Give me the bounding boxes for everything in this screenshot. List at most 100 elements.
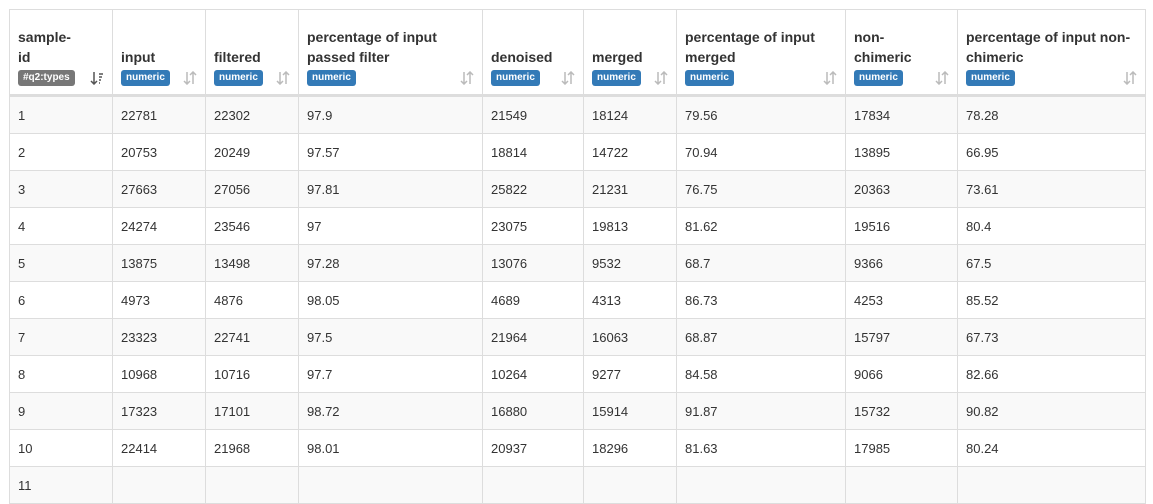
table-cell: 86.73 bbox=[676, 281, 846, 319]
table-cell bbox=[583, 466, 677, 504]
column-meta: numeric bbox=[854, 70, 949, 86]
table-cell: 19813 bbox=[583, 207, 677, 245]
column-name: merged bbox=[592, 49, 643, 65]
column-header[interactable]: percentage of input non-chimeric numeric bbox=[957, 9, 1146, 97]
table-cell: 79.56 bbox=[676, 95, 846, 134]
table-cell: 10264 bbox=[482, 355, 584, 393]
column-header[interactable]: percentage of input passed filter numeric bbox=[298, 9, 483, 97]
table-cell: 97.5 bbox=[298, 318, 483, 356]
column-name: non-chimeric bbox=[854, 29, 912, 65]
table-cell: 73.61 bbox=[957, 170, 1146, 208]
column-meta: numeric bbox=[214, 70, 290, 86]
type-badge: numeric bbox=[214, 70, 263, 86]
table-cell: 13895 bbox=[845, 133, 958, 171]
table-row: 7 23323 22741 97.5 21964 16063 68.87 15797 67.73 bbox=[9, 318, 1146, 356]
sort-icon[interactable] bbox=[90, 71, 104, 85]
column-name: percentage of input non-chimeric bbox=[966, 29, 1131, 65]
table-cell: 67.5 bbox=[957, 244, 1146, 282]
table-cell: 18296 bbox=[583, 429, 677, 467]
table-cell: 97.81 bbox=[298, 170, 483, 208]
table-cell: 22781 bbox=[112, 95, 206, 134]
table-cell: 23546 bbox=[205, 207, 299, 245]
table-cell: 10 bbox=[9, 429, 113, 467]
table-cell: 3 bbox=[9, 170, 113, 208]
table-cell: 98.01 bbox=[298, 429, 483, 467]
table-cell bbox=[205, 466, 299, 504]
table-cell: 17323 bbox=[112, 392, 206, 430]
sort-icon[interactable] bbox=[276, 71, 290, 85]
type-badge: numeric bbox=[121, 70, 170, 86]
table-cell: 15732 bbox=[845, 392, 958, 430]
table-row: 11 bbox=[9, 466, 1146, 504]
sort-icon[interactable] bbox=[1123, 71, 1137, 85]
column-name: percentage of input merged bbox=[685, 29, 815, 65]
column-header[interactable]: input numeric bbox=[112, 9, 206, 97]
table-cell: 78.28 bbox=[957, 95, 1146, 134]
sort-icon[interactable] bbox=[935, 71, 949, 85]
type-badge: numeric bbox=[491, 70, 540, 86]
table-cell: 9532 bbox=[583, 244, 677, 282]
table-cell: 13498 bbox=[205, 244, 299, 282]
type-badge: #q2:types bbox=[18, 70, 75, 86]
table-cell: 90.82 bbox=[957, 392, 1146, 430]
sort-icon[interactable] bbox=[654, 71, 668, 85]
column-header[interactable]: percentage of input merged numeric bbox=[676, 9, 846, 97]
table-cell: 67.73 bbox=[957, 318, 1146, 356]
table-cell: 66.95 bbox=[957, 133, 1146, 171]
table-cell: 10968 bbox=[112, 355, 206, 393]
table-row: 1 22781 22302 97.9 21549 18124 79.56 17834 78.28 bbox=[9, 95, 1146, 134]
table-cell bbox=[482, 466, 584, 504]
column-name: denoised bbox=[491, 49, 553, 65]
table-cell: 80.24 bbox=[957, 429, 1146, 467]
sort-icon[interactable] bbox=[460, 71, 474, 85]
table-cell: 98.05 bbox=[298, 281, 483, 319]
column-meta: numeric bbox=[592, 70, 668, 86]
table-cell: 21968 bbox=[205, 429, 299, 467]
table-cell: 9277 bbox=[583, 355, 677, 393]
table-cell: 22414 bbox=[112, 429, 206, 467]
table-cell: 70.94 bbox=[676, 133, 846, 171]
table-cell: 15797 bbox=[845, 318, 958, 356]
table-cell: 27056 bbox=[205, 170, 299, 208]
table-cell: 97 bbox=[298, 207, 483, 245]
table-cell: 22741 bbox=[205, 318, 299, 356]
sort-icon[interactable] bbox=[823, 71, 837, 85]
table-cell: 4313 bbox=[583, 281, 677, 319]
table-cell: 4 bbox=[9, 207, 113, 245]
table-cell: 9066 bbox=[845, 355, 958, 393]
table-cell: 5 bbox=[9, 244, 113, 282]
table-cell: 16880 bbox=[482, 392, 584, 430]
table-cell: 20753 bbox=[112, 133, 206, 171]
column-header[interactable]: filtered numeric bbox=[205, 9, 299, 97]
table-cell: 4689 bbox=[482, 281, 584, 319]
type-badge: numeric bbox=[307, 70, 356, 86]
column-header[interactable]: denoised numeric bbox=[482, 9, 584, 97]
table-cell bbox=[676, 466, 846, 504]
column-header[interactable]: sample-id #q2:types bbox=[9, 9, 113, 97]
type-badge: numeric bbox=[592, 70, 641, 86]
sort-icon[interactable] bbox=[183, 71, 197, 85]
table-row: 6 4973 4876 98.05 4689 4313 86.73 4253 85.52 bbox=[9, 281, 1146, 319]
table-cell: 25822 bbox=[482, 170, 584, 208]
table-cell: 14722 bbox=[583, 133, 677, 171]
table-cell: 97.9 bbox=[298, 95, 483, 134]
column-header[interactable]: non-chimeric numeric bbox=[845, 9, 958, 97]
table-cell: 82.66 bbox=[957, 355, 1146, 393]
column-meta: #q2:types bbox=[18, 70, 104, 86]
table-cell: 10716 bbox=[205, 355, 299, 393]
type-badge: numeric bbox=[854, 70, 903, 86]
table-cell bbox=[845, 466, 958, 504]
table-cell: 21231 bbox=[583, 170, 677, 208]
table-cell bbox=[298, 466, 483, 504]
table-cell: 1 bbox=[9, 95, 113, 134]
table-cell: 16063 bbox=[583, 318, 677, 356]
table-cell: 15914 bbox=[583, 392, 677, 430]
table-cell: 81.62 bbox=[676, 207, 846, 245]
page: sample-id #q2:types input numeric filtered nu… bbox=[9, 9, 1146, 504]
data-table: sample-id #q2:types input numeric filtered nu… bbox=[9, 9, 1146, 504]
table-cell: 6 bbox=[9, 281, 113, 319]
sort-icon[interactable] bbox=[561, 71, 575, 85]
table-cell: 80.4 bbox=[957, 207, 1146, 245]
table-cell bbox=[112, 466, 206, 504]
column-header[interactable]: merged numeric bbox=[583, 9, 677, 97]
